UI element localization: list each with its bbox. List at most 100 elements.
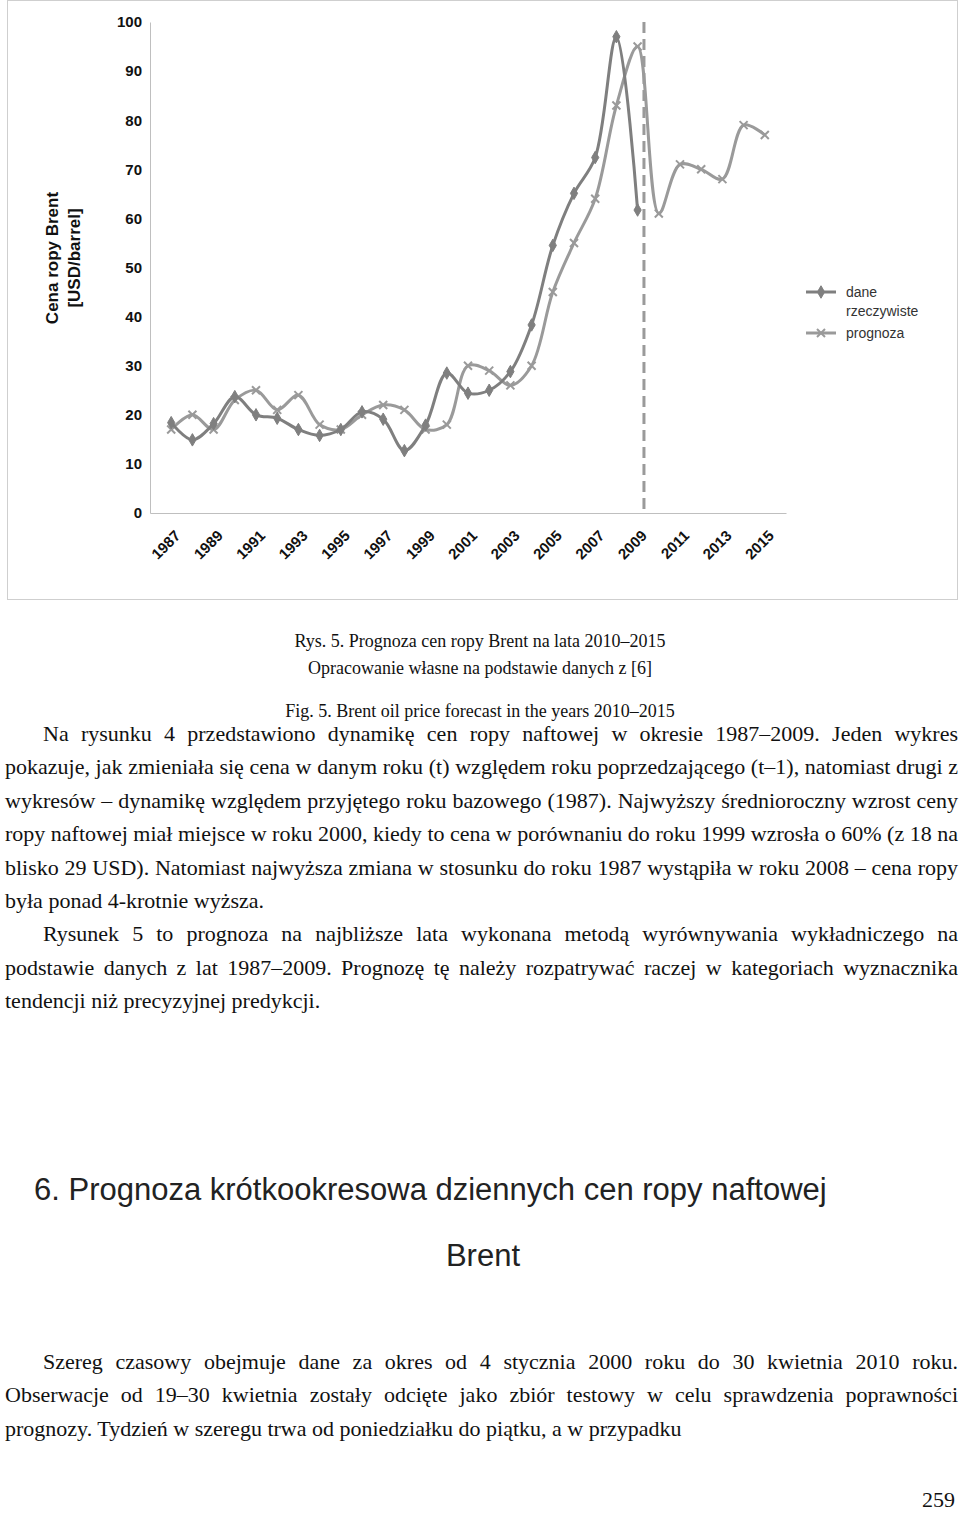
body-text: Na rysunku 4 przedstawiono dynamikę cen … [5, 717, 958, 1018]
y-tick-label: 20 [125, 406, 142, 423]
series-marker [464, 387, 471, 399]
section-heading: Brent [0, 1238, 960, 1274]
series-marker [380, 413, 387, 425]
x-tick-label: 1995 [318, 527, 354, 563]
paragraph: Szereg czasowy obejmuje dane za okres od… [5, 1345, 958, 1445]
series-line [171, 47, 765, 431]
x-tick: 1991 [233, 513, 269, 562]
y-tick: 0 [134, 504, 150, 521]
series-marker [592, 151, 599, 163]
x-axis: 1987198919911993199519971999200120032005… [148, 513, 787, 562]
series-marker [570, 239, 578, 247]
series-marker [168, 416, 175, 428]
y-tick: 30 [125, 357, 150, 374]
x-tick-label: 1999 [402, 527, 438, 563]
x-tick-label: 2007 [572, 527, 608, 563]
series-line [171, 37, 637, 451]
caption: Fig. 5. Brent oil price forecast in the … [0, 700, 960, 722]
series-marker [591, 195, 599, 203]
y-axis-line [150, 23, 151, 514]
y-axis-title-line: Cena ropy Brent [43, 192, 62, 325]
x-tick-label: 1993 [275, 527, 311, 563]
y-axis: 0102030405060708090100 [117, 13, 151, 521]
y-tick: 100 [117, 13, 150, 30]
series-marker [613, 30, 620, 42]
y-tick: 90 [125, 62, 150, 79]
section-heading: 6. Prognoza krótkookresowa dziennych cen… [34, 1172, 827, 1208]
y-tick: 70 [125, 161, 150, 178]
series-marker [401, 444, 408, 456]
series-marker [189, 434, 196, 446]
x-tick: 1993 [275, 513, 311, 562]
x-tick-label: 2009 [614, 527, 650, 563]
y-tick-label: 10 [125, 455, 142, 472]
plot-area [167, 22, 769, 513]
legend-item: danerzeczywiste [806, 284, 919, 319]
series-marker [295, 423, 302, 435]
series-marker [676, 160, 684, 168]
series-marker [422, 419, 429, 431]
x-tick-label: 2003 [487, 527, 523, 563]
legend-marker [817, 329, 825, 337]
x-tick-label: 2005 [530, 527, 566, 563]
series-marker [337, 423, 344, 435]
x-tick-label: 1997 [360, 527, 396, 563]
series-marker [507, 365, 514, 377]
series-marker [549, 288, 557, 296]
chart-frame [8, 1, 958, 600]
x-tick: 1999 [402, 513, 438, 562]
series-marker [528, 362, 536, 370]
x-axis-line [151, 513, 787, 514]
series-marker [528, 319, 535, 331]
series-marker [634, 43, 642, 51]
x-tick: 1987 [148, 513, 184, 562]
series-marker [761, 131, 769, 139]
x-tick: 1989 [190, 513, 226, 562]
series-marker [316, 429, 323, 441]
series-marker [740, 121, 748, 129]
y-tick-label: 50 [125, 259, 142, 276]
series-marker [252, 409, 259, 421]
x-tick-label: 2013 [699, 527, 735, 563]
series-marker [443, 367, 450, 379]
series-marker [570, 187, 577, 199]
series-marker [549, 239, 556, 251]
chart: 0102030405060708090100198719891991199319… [0, 0, 960, 600]
paragraph: Na rysunku 4 przedstawiono dynamikę cen … [5, 717, 958, 917]
x-tick: 2015 [742, 513, 778, 562]
series-marker [274, 412, 281, 424]
series-marker [506, 381, 514, 389]
x-tick-label: 1989 [190, 527, 226, 563]
y-tick-label: 100 [117, 13, 142, 30]
series-marker [400, 406, 408, 414]
legend-label: prognoza [846, 325, 905, 341]
series-marker [443, 421, 451, 429]
y-tick: 50 [125, 259, 150, 276]
series-marker [358, 406, 365, 418]
series-marker [612, 101, 620, 109]
y-tick: 60 [125, 210, 150, 227]
series-marker [210, 417, 217, 429]
series-marker [252, 386, 260, 394]
y-tick-label: 0 [134, 504, 142, 521]
x-tick: 2011 [657, 513, 692, 562]
legend-item: prognoza [806, 325, 905, 341]
caption: Rys. 5. Prognoza cen ropy Brent na lata … [0, 630, 960, 652]
series-marker [655, 209, 663, 217]
series-marker [485, 367, 493, 375]
x-tick: 2001 [445, 513, 481, 562]
series-marker [188, 411, 196, 419]
caption: Opracowanie własne na podstawie danych z… [0, 657, 960, 679]
series-marker [379, 401, 387, 409]
y-axis-title: Cena ropy Brent[USD/barrel] [43, 192, 84, 325]
body-text: Szereg czasowy obejmuje dane za okres od… [5, 1345, 958, 1445]
y-tick: 40 [125, 308, 150, 325]
x-tick-label: 2015 [742, 527, 778, 563]
series-marker [464, 362, 472, 370]
legend-label: danerzeczywiste [846, 284, 919, 319]
x-tick-label: 2011 [657, 527, 692, 562]
series-marker [231, 390, 238, 402]
y-tick: 20 [125, 406, 150, 423]
series-marker [718, 175, 726, 183]
series-marker [697, 165, 705, 173]
